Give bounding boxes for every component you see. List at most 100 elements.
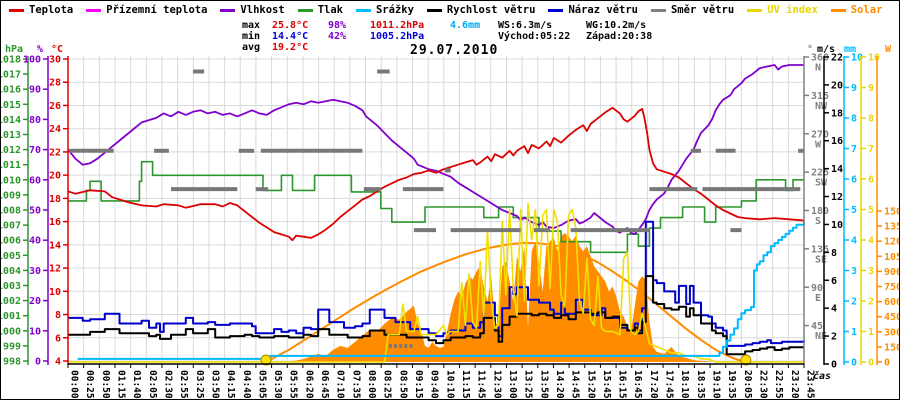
stat-left-value: min [242,31,261,42]
legend-item-solar: Solar [830,4,883,16]
axis-tick-label-pct: 80 [29,115,41,126]
x-axis-time-label: 18:10 [679,370,690,399]
axis-tick-label-ms: 8 [831,248,837,259]
axis-tick-label-hpa: 1006 [1,236,21,247]
axis-compass-label: SW [815,178,828,189]
axis-tick-label-degc: 6 [55,333,61,344]
legend-item-sr-ky: Srážky [355,4,414,16]
axis-compass-label: N [815,63,821,74]
axis-title-mm: mm [844,44,856,55]
stat-right-row: WS:6.3m/s WG:10.2m/s [498,20,678,31]
axis-tick-label-deg: 90 [811,283,823,294]
legend-label: Vlhkost [240,4,285,16]
x-axis-time-label: 19:35 [726,370,737,399]
axis-tick-label-degc: 12 [49,264,61,275]
stat-left-value: 1005.2hPa [370,31,425,42]
x-axis-time-label: 20:05 [742,370,753,399]
axis-tick-label-degc: 16 [49,217,61,228]
legend-item-p-zemn-teplota: Přízemní teplota [86,4,207,16]
axis-tick-label-deg: 225 [811,168,829,179]
stat-left-value: 19.2°C [272,42,309,53]
axis-tick-label-ms: 16 [831,136,843,147]
axis-tick-label-hpa: 1003 [1,281,21,292]
x-axis-time-label: 02:30 [162,370,173,399]
series-srazky [77,221,805,360]
x-axis-time-label: 15:20 [585,370,596,399]
x-axis-time-label: 04:15 [225,370,236,399]
axis-tick-label-hpa: 1017 [1,70,21,81]
axis-tick-label-uv: 4 [868,236,874,247]
legend-color-dash [747,8,763,12]
x-axis-time-label: 15:45 [601,370,612,399]
axis-title-ms: m/s [817,44,835,55]
axis-tick-label-mm: 6 [851,175,857,186]
x-axis-time-label: 01:15 [115,370,126,399]
axis-tick-label-ms: 4 [831,304,837,315]
axis-tick-label-w: 300 [884,327,900,338]
axis-tick-label-hpa: 998 [3,357,21,368]
stat-left-value: avg [242,42,261,53]
axis-tick-label-ms: 18 [831,108,843,119]
axis-title-deg: ° [807,44,813,55]
stat-left-value: 25.8°C [272,20,309,31]
legend-label: Teplota [29,4,74,16]
axis-compass-label: SE [815,254,827,265]
legend-label: Směr větru [670,4,735,16]
axis-tick-label-w: 1050 [884,252,900,263]
axis-tick-label-hpa: 999 [3,341,21,352]
axis-compass-label: E [815,293,821,304]
stat-left-value: max [242,20,261,31]
legend-color-dash [220,8,236,12]
x-axis-time-label: 08:00 [366,370,377,399]
axis-tick-label-pct: 60 [29,175,41,186]
x-axis-time-label: 17:20 [648,370,659,399]
stats-max-min-avg: max 25.8°C 98% 1011.2hPa 4.6mm min 14.4°C 42% 10… [242,20,498,53]
x-axis-time-label: 13:50 [538,370,549,399]
axis-tick-label-degc: 20 [49,171,61,182]
x-axis-title: čas [813,370,831,382]
legend-color-dash [830,8,846,12]
x-axis-time-label: 01:40 [131,370,142,399]
axis-tick-label-pct: 90 [29,85,41,96]
axis-tick-label-mm: 4 [851,236,857,247]
axis-tick-label-degc: 4 [55,357,61,368]
legend-label: Přízemní teplota [106,4,208,16]
x-axis-time-label: 02:55 [178,370,189,399]
axis-tick-label-w: 0 [884,358,890,369]
stat-right-value: WS:6.3m/s [498,20,553,31]
axis-tick-label-ms: 10 [831,220,843,231]
axis-tick-label-hpa: 1015 [1,100,21,111]
axis-compass-label: S [815,216,821,227]
legend-item-vlhkost: Vlhkost [220,4,285,16]
legend-label: Náraz větru [568,4,638,16]
x-axis-time-label: 22:30 [758,370,769,399]
x-axis-time-label: 18:35 [695,370,706,399]
x-axis-time-label: 12:30 [491,370,502,399]
axis-tick-label-ms: 14 [831,164,843,175]
axis-tick-label-deg: 135 [811,244,829,255]
axis-tick-label-hpa: 1004 [1,266,21,277]
axis-tick-label-deg: 315 [811,91,829,102]
axis-tick-label-w: 1350 [884,222,900,233]
legend-label: UV index [767,4,818,16]
legend-label: Solar [850,4,883,16]
axis-tick-label-deg: 360 [811,53,829,64]
x-axis-time-label: 09:40 [429,370,440,399]
stat-left-value: 98% [328,20,347,31]
x-axis-time-label: 16:45 [632,370,643,399]
axis-tick-label-hpa: 1009 [1,190,21,201]
axis-tick-label-degc: 8 [55,310,61,321]
legend-item-sm-r-v-tru: Směr větru [650,4,735,16]
axis-tick-label-ms: 2 [831,332,837,343]
axis-tick-label-hpa: 1011 [1,160,21,171]
x-axis-time-label: 14:20 [554,370,565,399]
axis-tick-label-hpa: 1010 [1,175,21,186]
legend-color-dash [355,8,371,12]
axis-tick-label-mm: 1 [851,327,857,338]
axis-tick-label-degc: 26 [49,101,61,112]
stats-wind-sun: WS:6.3m/s WG:10.2m/s Východ:05:22 Západ:20:… [498,20,678,42]
legend-item-rychlost-v-tru: Rychlost větru [426,4,535,16]
axis-tick-label-pct: 20 [29,296,41,307]
axis-tick-label-deg: 270 [811,129,829,140]
